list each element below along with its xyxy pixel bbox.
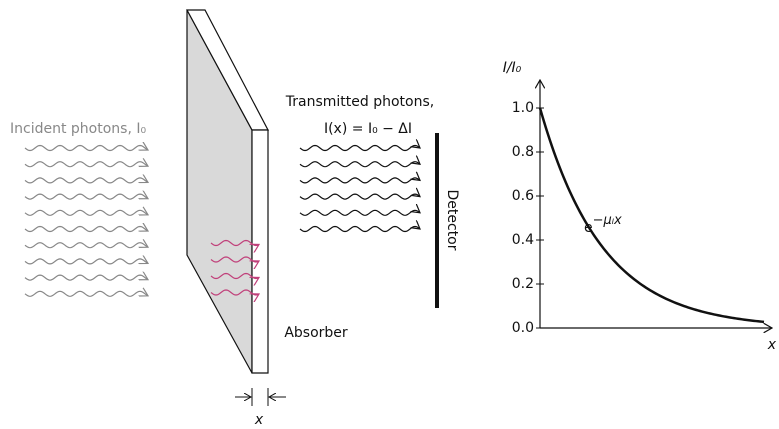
absorber-side	[251, 129, 269, 374]
incident-arrow	[24, 146, 148, 152]
thickness-label: x	[254, 412, 264, 428]
absorbed-arrows	[210, 239, 259, 296]
incident-arrow	[24, 194, 148, 200]
y-ticks: 0.0 0.2 0.4 0.6 0.8 1.0	[512, 100, 544, 336]
curve-label-exponent: −μₗx	[593, 213, 622, 228]
incident-arrow	[24, 162, 148, 168]
incident-arrow	[24, 275, 148, 281]
incident-arrow	[24, 210, 148, 216]
incident-arrow	[24, 291, 148, 297]
incident-arrow	[24, 227, 148, 233]
transmitted-formula: I(x) = I₀ − ΔI	[324, 121, 412, 137]
curve-label: e−μₗx	[584, 213, 622, 237]
transmitted-arrow	[299, 194, 420, 200]
detector-label: Detector	[444, 189, 460, 250]
transmitted-arrow	[299, 146, 420, 152]
attenuation-curve	[538, 107, 765, 324]
transmitted-label: Transmitted photons,	[285, 94, 434, 110]
absorber-label: Absorber	[284, 325, 348, 341]
incident-arrow	[24, 178, 148, 184]
y-tick-label: 0.4	[512, 232, 534, 248]
transmitted-arrow	[299, 178, 420, 184]
incident-arrow	[24, 259, 148, 265]
transmitted-arrow	[299, 210, 420, 216]
y-tick-label: 0.0	[512, 320, 534, 336]
transmitted-arrow	[299, 227, 420, 233]
x-axis-label: x	[767, 337, 777, 353]
incident-arrow	[24, 243, 148, 249]
absorbed-arrow	[210, 256, 259, 262]
y-tick-label: 0.6	[512, 188, 534, 204]
transmitted-arrow	[299, 162, 420, 168]
absorbed-arrow	[210, 272, 259, 279]
absorbed-arrow	[210, 239, 259, 246]
absorbed-arrow	[210, 289, 259, 295]
incident-label: Incident photons, I₀	[10, 121, 146, 137]
curve-label-base: e	[584, 220, 593, 236]
y-tick-label: 0.8	[512, 144, 534, 160]
photon-arrows	[24, 146, 420, 297]
y-tick-label: 0.2	[512, 276, 534, 292]
y-axis-label: I/I₀	[503, 60, 522, 76]
y-tick-label: 1.0	[512, 100, 534, 116]
